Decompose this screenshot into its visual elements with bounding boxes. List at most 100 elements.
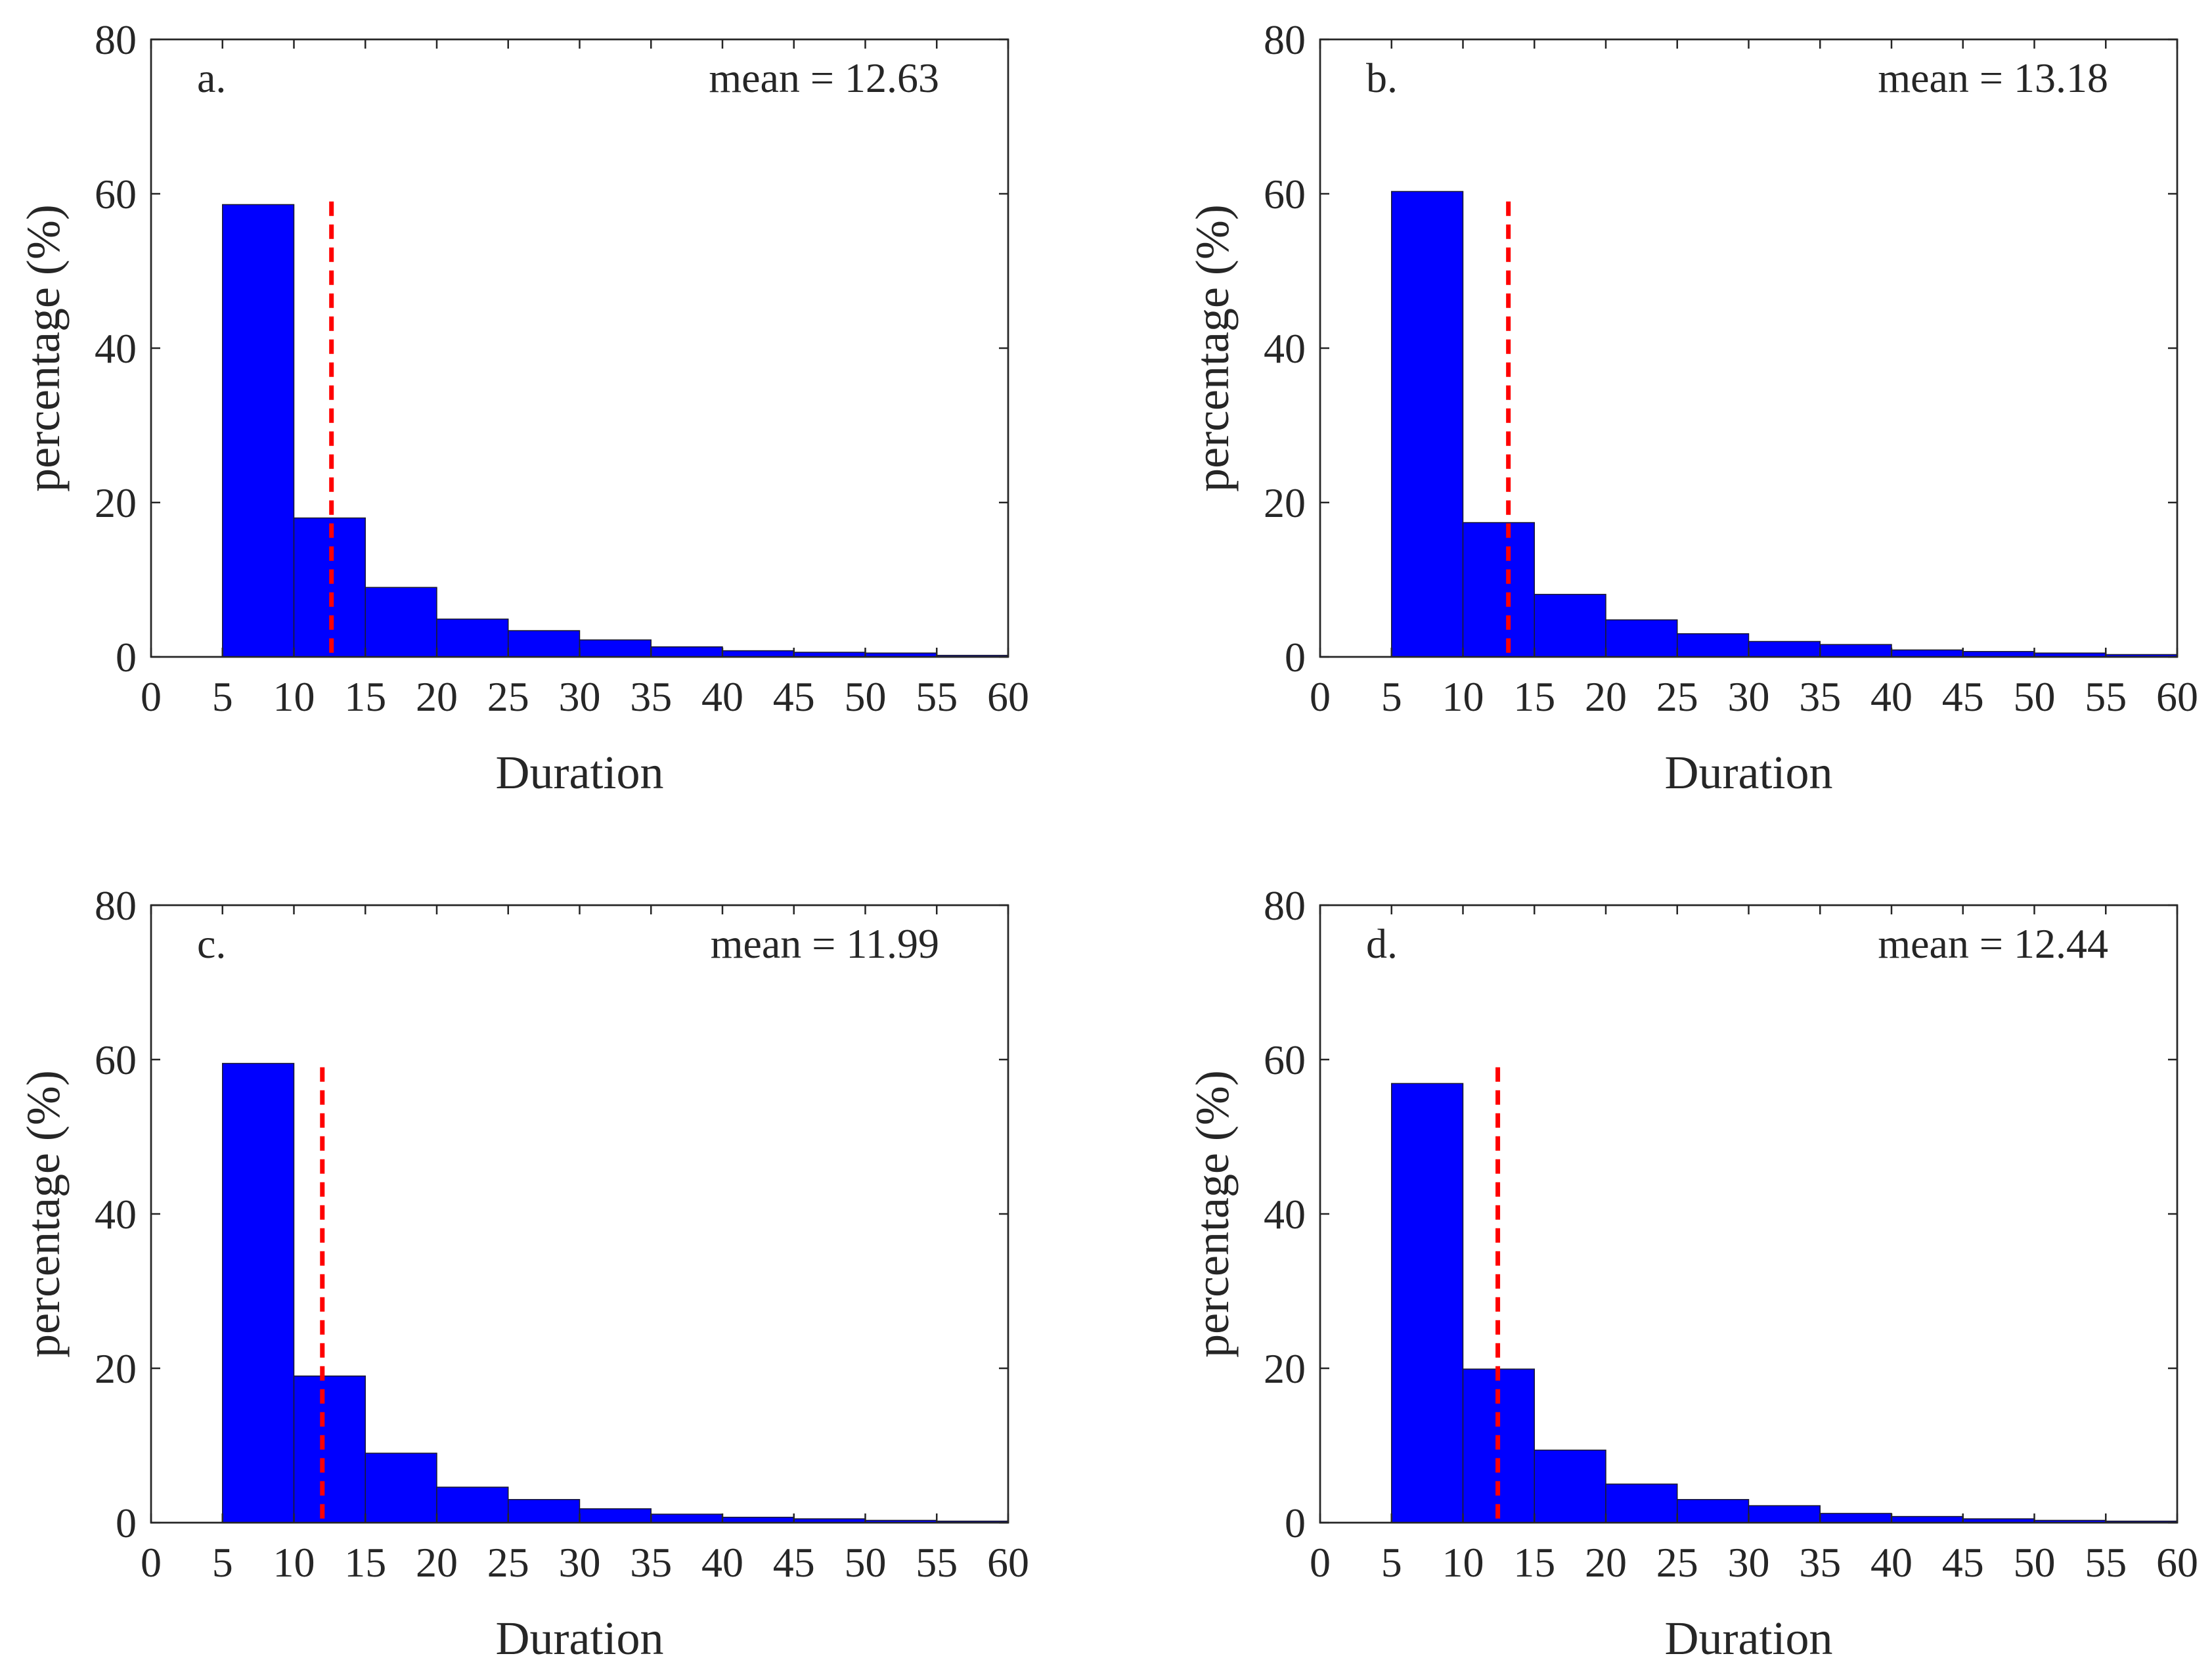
x-tick-label: 40 (701, 673, 743, 720)
x-axis-label: Duration (1665, 746, 1833, 799)
x-tick-label: 30 (1728, 673, 1770, 720)
x-tick-label: 40 (701, 1539, 743, 1586)
y-tick-label: 80 (1264, 882, 1306, 929)
y-axis-label: percentage (%) (17, 1070, 70, 1358)
x-tick-label: 15 (344, 1539, 386, 1586)
x-tick-label: 55 (916, 673, 958, 720)
y-tick-label: 40 (95, 1191, 137, 1238)
x-tick-label: 25 (487, 1539, 529, 1586)
histogram-bar (579, 639, 652, 658)
y-tick-label: 0 (1285, 1500, 1306, 1546)
histogram-bar (722, 650, 795, 658)
panel-label: d. (1366, 920, 1398, 967)
histogram-bar (436, 618, 509, 658)
histogram-bar (1891, 1515, 1964, 1523)
x-tick-label: 45 (773, 1539, 815, 1586)
histogram-bar (293, 1376, 366, 1523)
x-tick-label: 10 (1442, 673, 1484, 720)
x-tick-label: 15 (1513, 673, 1555, 720)
x-tick-label: 45 (1942, 1539, 1984, 1586)
histogram-bar (1677, 633, 1750, 658)
histogram-bar (508, 630, 581, 658)
histogram-bar (650, 1513, 723, 1523)
x-tick-label: 25 (1656, 1539, 1698, 1586)
histogram-bar (1462, 522, 1535, 658)
x-tick-label: 25 (487, 673, 529, 720)
histogram-bar (650, 646, 723, 658)
x-tick-label: 30 (559, 673, 601, 720)
x-tick-label: 10 (273, 673, 315, 720)
histogram-bar (1605, 619, 1678, 658)
x-tick-label: 50 (845, 1539, 887, 1586)
histogram-panel-c: 0 5 10 15 20 25 30 35 40 45 50 55 60 0 20 40 60 80 Duratio… (17, 882, 1029, 1665)
y-tick-label: 0 (116, 634, 137, 681)
x-tick-label: 40 (1870, 1539, 1913, 1586)
x-tick-label: 10 (273, 1539, 315, 1586)
histogram-bar (1534, 1449, 1606, 1523)
x-tick-label: 30 (1728, 1539, 1770, 1586)
y-tick-label: 80 (95, 16, 137, 63)
histogram-panel-d: 0 5 10 15 20 25 30 35 40 45 50 55 60 0 20 40 60 80 Duratio… (1186, 882, 2198, 1665)
histogram-bar (1534, 594, 1606, 658)
x-tick-label: 55 (916, 1539, 958, 1586)
mean-annotation: mean = 11.99 (711, 920, 939, 967)
x-tick-label: 20 (416, 1539, 458, 1586)
x-tick-label: 20 (416, 673, 458, 720)
x-tick-label: 50 (845, 673, 887, 720)
x-tick-label: 0 (141, 1539, 162, 1586)
panel-label: a. (197, 55, 226, 101)
y-tick-label: 40 (1264, 1191, 1306, 1238)
x-tick-label: 5 (212, 673, 233, 720)
histogram-bar (579, 1508, 652, 1523)
x-axis-label: Duration (1665, 1612, 1833, 1665)
histogram-bar (436, 1487, 509, 1523)
y-tick-label: 20 (1264, 480, 1306, 526)
x-tick-label: 30 (559, 1539, 601, 1586)
x-tick-label: 15 (1513, 1539, 1555, 1586)
mean-annotation: mean = 13.18 (1878, 55, 2108, 101)
histogram-bar (222, 204, 295, 658)
x-axis-label: Duration (496, 746, 664, 799)
panel-label: b. (1366, 55, 1398, 101)
histogram-bar (1819, 1513, 1892, 1523)
y-tick-label: 20 (95, 1345, 137, 1392)
histogram-bar (365, 1452, 437, 1523)
histogram-bar (365, 587, 437, 658)
x-tick-label: 60 (2156, 673, 2198, 720)
histogram-bar (1677, 1499, 1750, 1523)
x-tick-label: 60 (987, 673, 1029, 720)
x-tick-label: 0 (1310, 1539, 1331, 1586)
x-tick-label: 35 (1799, 1539, 1841, 1586)
x-tick-label: 50 (2014, 673, 2056, 720)
y-tick-label: 0 (116, 1500, 137, 1546)
mean-annotation: mean = 12.44 (1878, 920, 2108, 967)
y-tick-label: 60 (1264, 1037, 1306, 1083)
x-axis-label: Duration (496, 1612, 664, 1665)
x-tick-label: 45 (773, 673, 815, 720)
y-tick-label: 60 (95, 171, 137, 217)
y-axis-label: percentage (%) (1186, 204, 1239, 492)
x-tick-label: 5 (1381, 1539, 1402, 1586)
x-tick-label: 10 (1442, 1539, 1484, 1586)
y-tick-label: 40 (1264, 325, 1306, 372)
panel-label: c. (197, 920, 226, 967)
x-tick-label: 20 (1585, 673, 1627, 720)
y-tick-label: 40 (95, 325, 137, 372)
histogram-bar (1748, 1505, 1821, 1523)
histogram-bar (1391, 190, 1464, 658)
x-tick-label: 25 (1656, 673, 1698, 720)
x-tick-label: 50 (2014, 1539, 2056, 1586)
y-axis-label: percentage (%) (17, 204, 70, 492)
x-tick-label: 55 (2085, 673, 2127, 720)
x-tick-label: 35 (630, 1539, 672, 1586)
y-axis-label: percentage (%) (1186, 1070, 1239, 1358)
y-tick-label: 80 (95, 882, 137, 929)
histogram-bar (293, 517, 366, 658)
histogram-bar (1391, 1083, 1464, 1523)
x-tick-label: 0 (141, 673, 162, 720)
x-tick-label: 45 (1942, 673, 1984, 720)
x-tick-label: 60 (2156, 1539, 2198, 1586)
y-tick-label: 80 (1264, 16, 1306, 63)
histogram-bar (1891, 649, 1964, 658)
